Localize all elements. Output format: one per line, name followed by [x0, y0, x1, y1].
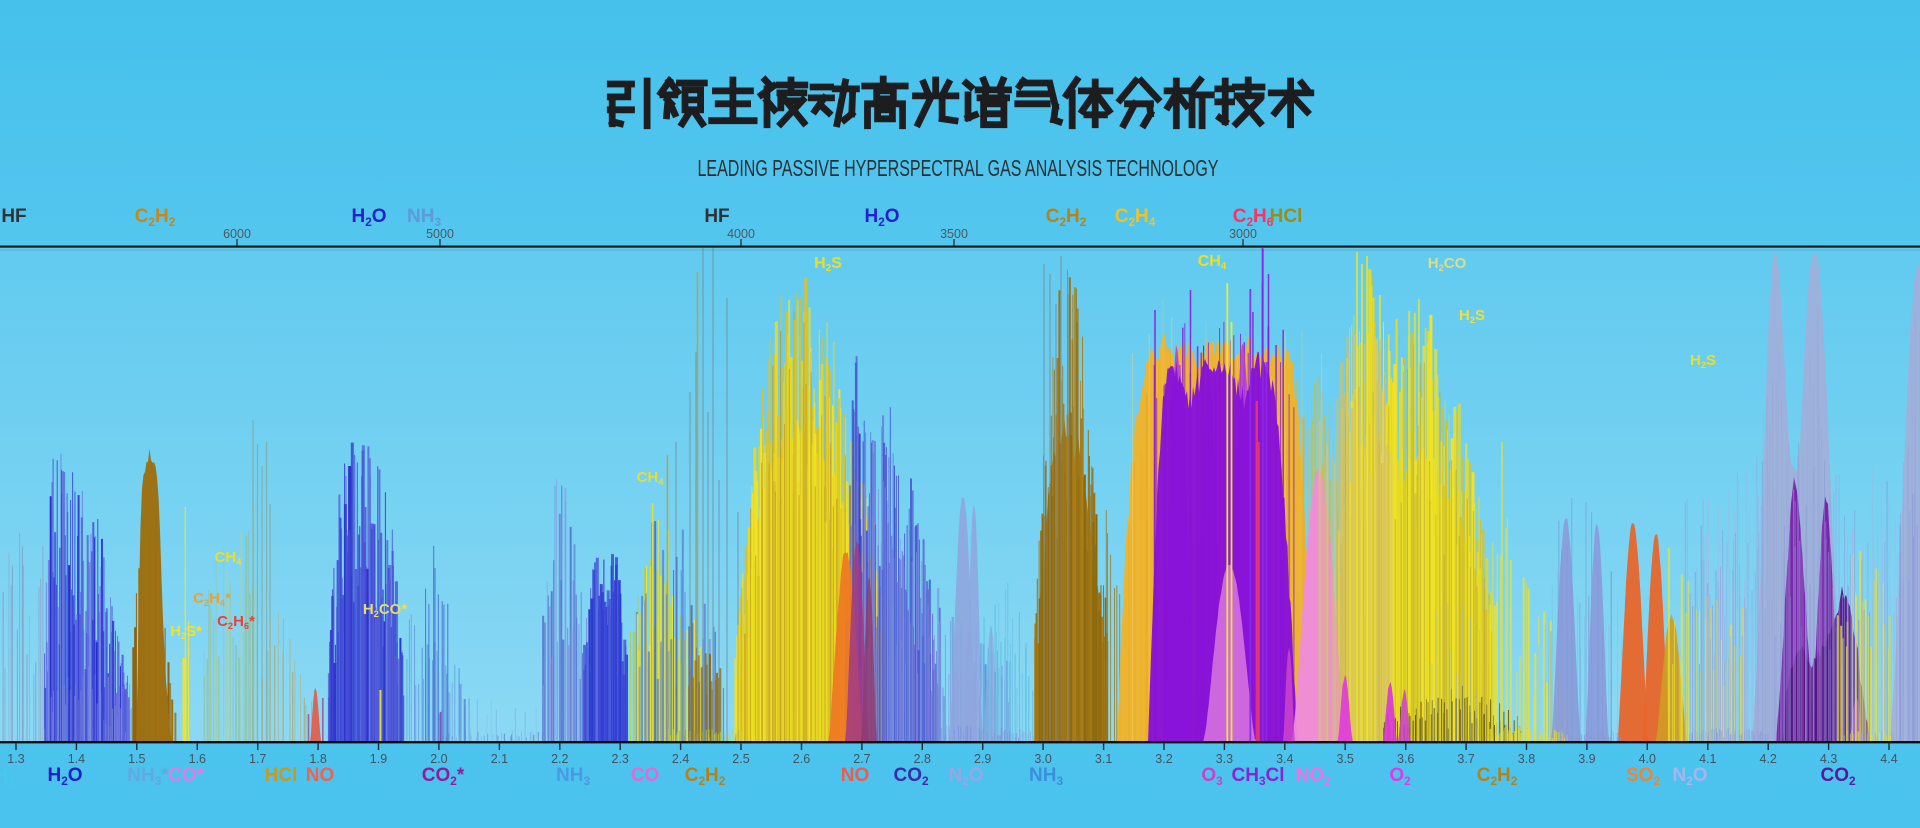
svg-text:CO: CO	[631, 765, 660, 786]
svg-text:2.6: 2.6	[793, 752, 810, 766]
svg-text:H2S: H2S	[814, 255, 842, 274]
svg-text:CO2: CO2	[893, 765, 929, 788]
svg-text:C2H6: C2H6	[1233, 206, 1274, 229]
svg-text:C2H2: C2H2	[685, 765, 726, 788]
svg-text:H2S: H2S	[1690, 352, 1716, 370]
svg-text:2.5: 2.5	[732, 752, 749, 766]
svg-text:CH4: CH4	[637, 469, 665, 487]
svg-text:C2H2: C2H2	[1477, 765, 1518, 788]
svg-text:CO2*: CO2*	[422, 765, 465, 788]
svg-text:H2O: H2O	[864, 206, 899, 229]
svg-text:1.5: 1.5	[128, 752, 145, 766]
svg-text:2.0: 2.0	[430, 752, 447, 766]
svg-text:N2O: N2O	[948, 765, 983, 788]
svg-text:H2O: H2O	[47, 765, 82, 788]
svg-text:1.6: 1.6	[189, 752, 206, 766]
svg-text:HF: HF	[1, 206, 26, 227]
svg-text:HCl: HCl	[265, 765, 298, 786]
svg-text:2.9: 2.9	[974, 752, 991, 766]
svg-text:6000: 6000	[223, 227, 251, 241]
svg-text:3.9: 3.9	[1578, 752, 1595, 766]
svg-text:3.1: 3.1	[1095, 752, 1112, 766]
svg-text:2.7: 2.7	[853, 752, 870, 766]
svg-text:HCl: HCl	[1270, 206, 1303, 227]
svg-text:C2H4: C2H4	[1115, 206, 1156, 229]
svg-text:3.6: 3.6	[1397, 752, 1414, 766]
svg-text:H2CO*: H2CO*	[363, 601, 408, 619]
svg-text:NH3: NH3	[556, 765, 590, 788]
svg-text:CO2: CO2	[1820, 765, 1856, 788]
svg-text:1.3: 1.3	[7, 752, 24, 766]
svg-text:1.4: 1.4	[68, 752, 85, 766]
svg-text:1.9: 1.9	[370, 752, 387, 766]
svg-text:2.2: 2.2	[551, 752, 568, 766]
svg-text:2.3: 2.3	[612, 752, 629, 766]
svg-text:LEADING PASSIVE HYPERSPECTRAL: LEADING PASSIVE HYPERSPECTRAL GAS ANALYS…	[698, 155, 1219, 181]
svg-text:C2H2: C2H2	[1046, 206, 1087, 229]
svg-text:3.3: 3.3	[1216, 752, 1233, 766]
svg-text:H2O: H2O	[351, 206, 386, 229]
svg-text:NO2: NO2	[1295, 765, 1331, 788]
svg-text:NO: NO	[841, 765, 870, 786]
svg-text:4.0: 4.0	[1639, 752, 1656, 766]
svg-text:NH3: NH3	[407, 206, 441, 229]
svg-text:C2H4*: C2H4*	[193, 590, 231, 608]
svg-text:3500: 3500	[940, 227, 968, 241]
svg-text:4.3: 4.3	[1820, 752, 1837, 766]
svg-text:CH4: CH4	[1198, 253, 1227, 272]
svg-text:NO: NO	[306, 765, 335, 786]
svg-text:H2S: H2S	[1459, 307, 1485, 325]
svg-text:3.2: 3.2	[1155, 752, 1172, 766]
svg-text:C2H6*: C2H6*	[217, 613, 255, 631]
svg-text:H2S*: H2S*	[170, 623, 202, 641]
svg-text:1.8: 1.8	[309, 752, 326, 766]
svg-text:CH3Cl: CH3Cl	[1231, 765, 1284, 788]
svg-text:C2H2: C2H2	[135, 206, 176, 229]
svg-text:O2: O2	[1389, 765, 1411, 788]
svg-text:3.4: 3.4	[1276, 752, 1293, 766]
svg-text:3000: 3000	[1229, 227, 1257, 241]
svg-text:3.0: 3.0	[1034, 752, 1051, 766]
svg-text:HF: HF	[704, 206, 729, 227]
svg-text:CO*: CO*	[168, 765, 205, 786]
svg-text:5000: 5000	[426, 227, 454, 241]
svg-text:C2H2: C2H2	[0, 765, 15, 789]
svg-text:4000: 4000	[727, 227, 755, 241]
svg-text:3.5: 3.5	[1337, 752, 1354, 766]
svg-text:3.7: 3.7	[1457, 752, 1474, 766]
svg-text:4.4: 4.4	[1880, 752, 1897, 766]
svg-text:2.4: 2.4	[672, 752, 689, 766]
svg-text:N2O: N2O	[1672, 765, 1707, 788]
svg-text:CH4: CH4	[215, 549, 243, 567]
svg-text:NH3*: NH3*	[127, 765, 169, 788]
svg-text:2.8: 2.8	[914, 752, 931, 766]
svg-text:4.2: 4.2	[1760, 752, 1777, 766]
svg-text:NH3: NH3	[1029, 765, 1063, 788]
svg-text:1.7: 1.7	[249, 752, 266, 766]
svg-text:4.1: 4.1	[1699, 752, 1716, 766]
svg-text:O3: O3	[1201, 765, 1223, 788]
svg-text:2.1: 2.1	[491, 752, 508, 766]
svg-text:3.8: 3.8	[1518, 752, 1535, 766]
svg-text:H2CO: H2CO	[1428, 255, 1467, 273]
svg-text:SO2: SO2	[1626, 765, 1660, 788]
